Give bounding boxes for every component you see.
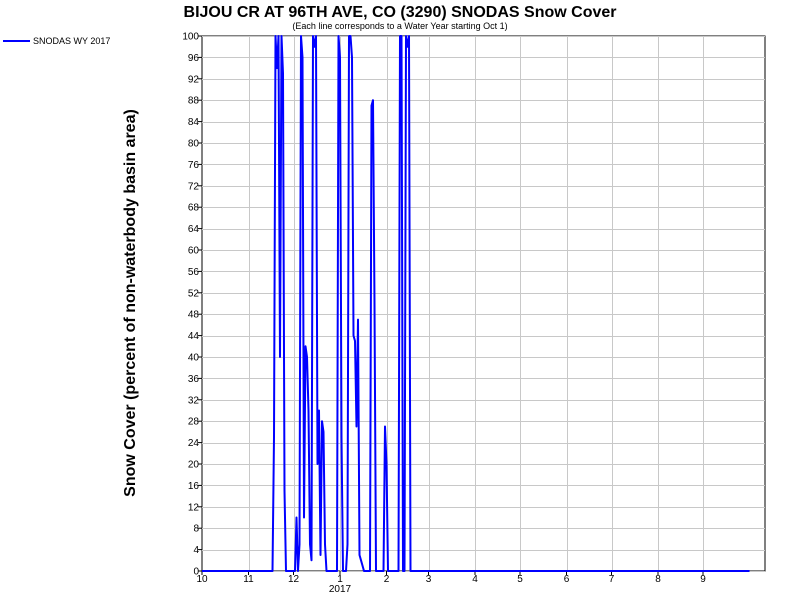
x-tick-label: 4 [472,574,478,585]
y-axis-ticks: 0481216202428323640444852566064687276808… [182,32,202,578]
y-tick-label: 4 [193,545,199,556]
x-tick-label: 2 [384,574,390,585]
y-tick-label: 8 [193,524,199,535]
y-tick-label: 100 [182,32,199,43]
y-tick-label: 12 [188,502,200,513]
plot-frame [201,35,766,572]
x-tick-label: 10 [196,574,208,585]
y-tick-label: 0 [193,567,199,578]
y-tick-label: 56 [188,267,200,278]
y-tick-label: 92 [188,74,200,85]
y-tick-label: 68 [188,203,200,214]
x-tick-label: 3 [426,574,432,585]
x-tick-label: 6 [564,574,570,585]
legend-label: SNODAS WY 2017 [33,36,110,46]
y-tick-label: 24 [188,438,200,449]
y-tick-label: 32 [188,395,200,406]
y-tick-label: 84 [188,117,200,128]
y-tick-label: 80 [188,139,200,150]
grid [202,36,765,572]
y-tick-label: 48 [188,310,200,321]
x-tick-label: 8 [655,574,661,585]
y-axis-label: Snow Cover (percent of non-waterbody bas… [122,109,139,497]
legend: SNODAS WY 2017 [3,36,110,46]
y-tick-label: 40 [188,353,200,364]
y-tick-label: 64 [188,224,200,235]
y-tick-label: 52 [188,288,200,299]
y-tick-label: 36 [188,374,200,385]
chart-title: BIJOU CR AT 96TH AVE, CO (3290) SNODAS S… [184,4,617,21]
x-year-label: 2017 [329,584,352,595]
y-tick-label: 20 [188,460,200,471]
y-tick-label: 60 [188,246,200,257]
y-tick-label: 72 [188,181,200,192]
y-tick-label: 88 [188,96,200,107]
y-tick-label: 44 [188,331,200,342]
x-tick-label: 9 [700,574,706,585]
series-line-0 [202,35,750,572]
x-tick-label: 11 [243,574,254,585]
y-tick-label: 76 [188,160,200,171]
x-tick-label: 12 [288,574,300,585]
x-tick-label: 5 [517,574,523,585]
y-tick-label: 16 [188,481,200,492]
y-tick-label: 28 [188,417,200,428]
x-tick-label: 1 [337,574,343,585]
chart-subtitle: (Each line corresponds to a Water Year s… [292,21,507,31]
series-layer [202,35,750,572]
x-tick-label: 7 [609,574,615,585]
y-tick-label: 96 [188,53,200,64]
